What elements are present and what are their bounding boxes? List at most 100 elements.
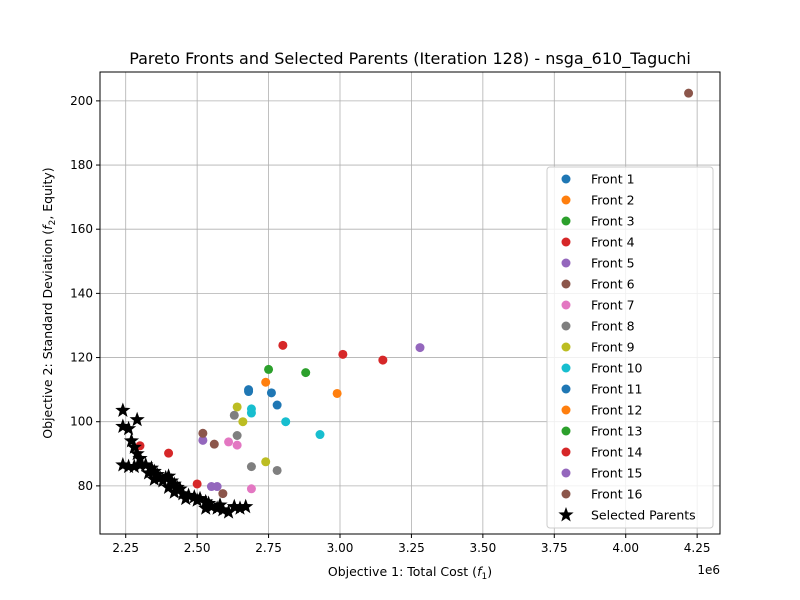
legend-marker-front-2 (561, 195, 571, 205)
legend-marker-front-15 (561, 468, 571, 478)
plot-area (99, 71, 721, 535)
legend-label: Front 1 (591, 172, 635, 187)
front-2-point (332, 388, 342, 398)
front-9-point (238, 417, 248, 427)
y-tick-label: 140 (70, 286, 93, 300)
selected-parent-star (120, 420, 137, 436)
front-4-point (278, 340, 288, 350)
front-14-point (164, 448, 174, 458)
selected-parent-star (126, 439, 142, 454)
selected-parent-star (160, 479, 177, 494)
front-6-point (684, 88, 694, 98)
selected-parent-star (212, 497, 228, 512)
y-tick-label: 100 (70, 415, 93, 429)
legend-label: Front 2 (591, 193, 635, 208)
selected-parent-star (132, 457, 148, 472)
front-15-point (212, 482, 222, 492)
selected-parent-star (115, 418, 131, 433)
front-16-point (198, 428, 208, 438)
selected-parent-star (172, 481, 188, 496)
legend-label: Front 14 (591, 445, 643, 460)
legend-label: Front 6 (591, 277, 635, 292)
y-tick-label: 120 (70, 351, 93, 365)
x-axis-ticks: 2.25 2.50 2.75 3.00 3.25 3.50 3.75 4.00 4.25 (112, 534, 711, 555)
y-tick-label: 180 (70, 158, 93, 172)
legend-marker-front-8 (561, 321, 571, 331)
x-tick-label: 2.75 (255, 541, 282, 555)
front-10-point (246, 408, 256, 418)
legend-label: Front 11 (591, 382, 643, 397)
y-tick-label: 200 (70, 94, 93, 108)
x-tick-label: 2.50 (184, 541, 211, 555)
front-5-point (415, 343, 425, 353)
legend-marker-front-14 (561, 447, 571, 457)
front-8-point (272, 465, 282, 475)
front-1-point (266, 388, 276, 398)
selected-parent-star (120, 458, 137, 474)
selected-parent-star (178, 490, 194, 506)
front-16-point (218, 489, 228, 499)
front-10-point (315, 430, 325, 440)
legend-label: Selected Parents (591, 508, 696, 523)
legend-label: Front 13 (591, 424, 643, 439)
legend-label: Front 8 (591, 319, 635, 334)
selected-parent-star (238, 498, 254, 514)
legend-marker-front-3 (561, 216, 571, 226)
x-axis-label: Objective 1: Total Cost (f1) (328, 564, 492, 582)
y-axis-ticks: 80 100 120 140 160 180 200 (70, 94, 100, 493)
front-7-point (232, 440, 242, 450)
front-7-point (224, 437, 234, 447)
front-16-point (209, 439, 219, 449)
selected-parent-star (198, 500, 214, 515)
selected-parent-star (200, 495, 217, 510)
selected-parent-star (115, 402, 131, 417)
front-4-point (338, 349, 348, 359)
legend-marker-front-10 (561, 363, 571, 373)
front-14-point (192, 479, 202, 489)
front-9-point (232, 402, 242, 412)
selected-parent-star (166, 484, 182, 499)
y-tick-label: 80 (78, 479, 93, 493)
selected-parent-star (149, 466, 165, 482)
legend-marker-front-5 (561, 258, 571, 268)
selected-parent-star (166, 476, 182, 491)
selected-parent-star (140, 465, 157, 480)
selected-parent-star (146, 471, 162, 486)
x-axis-multiplier: 1e6 (697, 563, 720, 577)
data-points (135, 88, 694, 499)
selected-parent-star (143, 460, 160, 475)
front-8-point (229, 410, 239, 420)
front-3-point (264, 364, 274, 374)
front-1-point (272, 400, 282, 410)
front-10-point (281, 417, 291, 427)
legend-label: Front 16 (591, 487, 643, 502)
front-8-point (232, 431, 242, 440)
x-tick-label: 2.25 (112, 541, 139, 555)
front-4-point (378, 355, 388, 365)
legend-marker-front-9 (561, 342, 571, 352)
legend-label: Front 3 (591, 214, 635, 229)
selected-parent-star (123, 432, 140, 448)
selected-parent-star (163, 473, 180, 488)
x-tick-label: 4.00 (612, 541, 639, 555)
legend-label: Front 12 (591, 403, 643, 418)
selected-parent-star (220, 504, 237, 519)
selected-parent-markers (115, 402, 254, 519)
legend-label: Front 15 (591, 466, 643, 481)
legend-marker-front-13 (561, 426, 571, 436)
legend: Front 1 Front 2 Front 3 Front 4 Front 5 Front… (546, 166, 714, 529)
legend-label: Front 7 (591, 298, 635, 313)
legend-label: Front 5 (591, 256, 635, 271)
selected-parent-star (126, 458, 142, 474)
front-7-point (246, 484, 256, 494)
selected-parent-star (189, 492, 205, 507)
legend-marker-selected-parents (558, 507, 574, 522)
front-8-point (246, 462, 256, 472)
x-tick-label: 4.25 (684, 541, 711, 555)
front-2-point (261, 377, 271, 387)
selected-parent-star (129, 411, 145, 427)
legend-marker-front-7 (561, 300, 571, 310)
selected-parent-star (232, 500, 248, 515)
legend-marker-front-1 (561, 174, 571, 184)
